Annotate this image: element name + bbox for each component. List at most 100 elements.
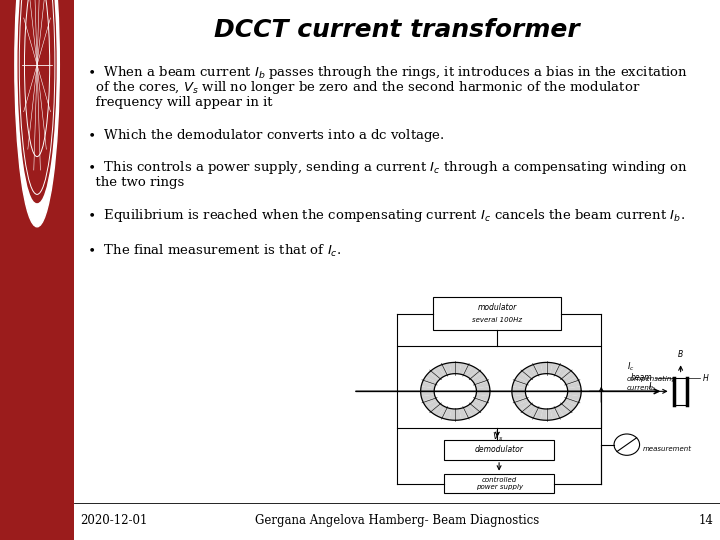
Wedge shape — [546, 362, 552, 374]
Wedge shape — [426, 373, 439, 382]
Text: $V_s$: $V_s$ — [492, 431, 503, 443]
Text: $I_c$: $I_c$ — [627, 361, 634, 373]
Wedge shape — [563, 400, 577, 410]
Text: 2020-12-01: 2020-12-01 — [81, 514, 148, 527]
Text: measurement: measurement — [643, 446, 692, 452]
Wedge shape — [421, 381, 436, 388]
Wedge shape — [520, 403, 533, 414]
Wedge shape — [428, 369, 441, 380]
Text: $\bullet$  Equilibrium is reached when the compensating current $I_c$ cancels th: $\bullet$ Equilibrium is reached when th… — [87, 207, 685, 225]
Wedge shape — [554, 407, 564, 418]
Wedge shape — [421, 394, 436, 401]
Wedge shape — [474, 397, 488, 406]
Wedge shape — [476, 392, 490, 396]
Wedge shape — [420, 386, 434, 391]
Text: UNIVERSITET: UNIVERSITET — [21, 146, 53, 151]
Text: Gergana Angelova Hamberg- Beam Diagnostics: Gergana Angelova Hamberg- Beam Diagnosti… — [255, 514, 539, 527]
Wedge shape — [520, 369, 533, 380]
Wedge shape — [459, 408, 467, 420]
Wedge shape — [444, 408, 451, 420]
Wedge shape — [469, 403, 482, 414]
Wedge shape — [560, 369, 573, 380]
Wedge shape — [426, 400, 439, 410]
Wedge shape — [433, 405, 445, 416]
Wedge shape — [554, 364, 564, 376]
Wedge shape — [472, 400, 485, 410]
Wedge shape — [455, 409, 462, 420]
FancyBboxPatch shape — [433, 297, 561, 330]
Wedge shape — [514, 397, 528, 406]
Wedge shape — [567, 394, 580, 401]
Wedge shape — [550, 408, 559, 420]
Wedge shape — [449, 362, 455, 374]
Wedge shape — [455, 362, 462, 374]
Wedge shape — [423, 377, 437, 385]
Wedge shape — [567, 381, 580, 388]
Wedge shape — [541, 409, 546, 420]
Wedge shape — [466, 405, 477, 416]
Wedge shape — [535, 408, 543, 420]
Text: $\bullet$  This controls a power supply, sending a current $I_c$ through a compe: $\bullet$ This controls a power supply, … — [87, 159, 688, 176]
Wedge shape — [529, 364, 539, 376]
Wedge shape — [438, 407, 448, 418]
Wedge shape — [557, 366, 569, 378]
Wedge shape — [512, 392, 526, 396]
Wedge shape — [462, 364, 472, 376]
Wedge shape — [565, 397, 579, 406]
Wedge shape — [563, 373, 577, 382]
Wedge shape — [423, 397, 437, 406]
Wedge shape — [444, 363, 451, 375]
Wedge shape — [476, 386, 490, 391]
Circle shape — [15, 0, 59, 227]
Wedge shape — [514, 377, 528, 385]
Wedge shape — [513, 381, 526, 388]
Text: frequency will appear in it: frequency will appear in it — [87, 96, 273, 109]
Wedge shape — [420, 392, 434, 396]
Wedge shape — [516, 373, 531, 382]
Text: of the cores, $V_s$ will no longer be zero and the second harmonic of the modula: of the cores, $V_s$ will no longer be ze… — [87, 79, 641, 96]
Text: $B$: $B$ — [678, 348, 684, 359]
FancyBboxPatch shape — [444, 440, 554, 460]
Text: DCCT current transformer: DCCT current transformer — [215, 18, 580, 42]
Wedge shape — [428, 403, 441, 414]
Text: current: current — [627, 385, 652, 392]
Wedge shape — [524, 405, 536, 416]
Wedge shape — [433, 366, 445, 378]
Wedge shape — [524, 366, 536, 378]
Wedge shape — [469, 369, 482, 380]
Wedge shape — [546, 409, 552, 420]
Text: $\bullet$  The final measurement is that of $I_c$.: $\bullet$ The final measurement is that … — [87, 243, 341, 259]
Text: $\bullet$  Which the demodulator converts into a dc voltage.: $\bullet$ Which the demodulator converts… — [87, 126, 445, 144]
Wedge shape — [475, 394, 490, 401]
Wedge shape — [475, 381, 490, 388]
Wedge shape — [535, 363, 543, 375]
Wedge shape — [516, 400, 531, 410]
Text: the two rings: the two rings — [87, 176, 184, 189]
Wedge shape — [567, 392, 581, 396]
Wedge shape — [560, 403, 573, 414]
Wedge shape — [462, 407, 472, 418]
Text: $H$: $H$ — [701, 372, 709, 383]
Wedge shape — [513, 394, 526, 401]
Text: $I_b$: $I_b$ — [649, 381, 657, 393]
Wedge shape — [550, 363, 559, 375]
Wedge shape — [472, 373, 485, 382]
Text: UPPSALA: UPPSALA — [26, 125, 48, 129]
Wedge shape — [459, 363, 467, 375]
Wedge shape — [512, 386, 526, 391]
Circle shape — [18, 0, 56, 202]
Text: modulator: modulator — [477, 303, 517, 312]
Wedge shape — [474, 377, 488, 385]
Wedge shape — [567, 386, 581, 391]
Text: demodulator: demodulator — [474, 446, 523, 455]
Wedge shape — [449, 409, 455, 420]
Wedge shape — [565, 377, 579, 385]
FancyBboxPatch shape — [444, 474, 554, 494]
Text: 14: 14 — [698, 514, 714, 527]
Text: $\bullet$  When a beam current $I_b$ passes through the rings, it introduces a b: $\bullet$ When a beam current $I_b$ pass… — [87, 64, 688, 81]
Text: compensating: compensating — [627, 376, 677, 382]
Wedge shape — [529, 407, 539, 418]
Wedge shape — [466, 366, 477, 378]
Wedge shape — [541, 362, 546, 374]
Text: beam: beam — [631, 373, 652, 382]
